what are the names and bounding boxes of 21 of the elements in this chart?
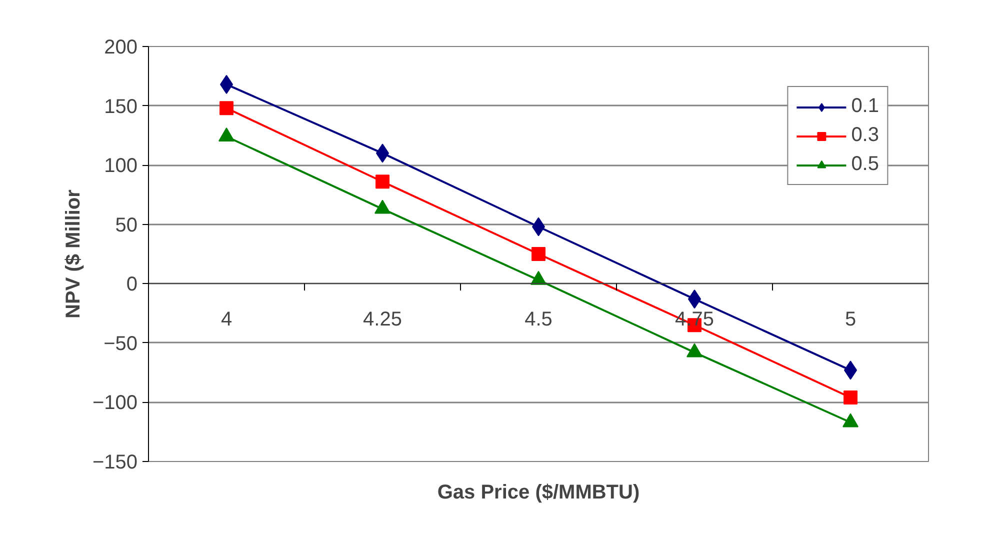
y-tick-label: −150 [92,452,138,474]
y-tick-label: −50 [104,332,138,355]
y-tick-label: 0 [126,274,138,296]
point [532,247,546,261]
y-axis-title: NPV ($ Millior [62,189,84,318]
y-tick-label: 200 [104,36,138,58]
x-axis-title: Gas Price ($/MMBTU) [437,482,640,504]
y-tick-label: −100 [92,392,138,414]
point [220,101,234,116]
x-tick-label: 4 [220,308,232,331]
y-tick-label: 100 [104,155,138,178]
point [376,174,390,189]
x-tick-label: 4.5 [524,308,552,331]
legend-label: 0.1 [851,95,879,118]
legend-label: 0.5 [851,153,879,176]
point [844,390,858,404]
x-tick-label: 4.25 [363,308,402,331]
legend-label: 0.3 [851,124,879,147]
x-tick-label: 5 [844,308,856,331]
y-tick-label: 50 [115,214,138,236]
y-tick-label: 150 [104,96,138,118]
